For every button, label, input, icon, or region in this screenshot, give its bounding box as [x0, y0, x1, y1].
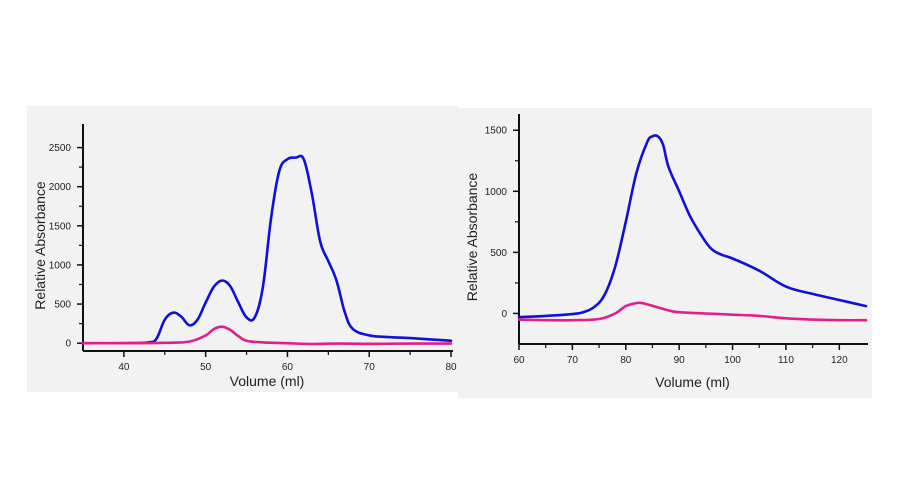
- chart-panel-right: 60 70 80 90 100 110 120 0 500 1000 1500 Volume (ml)…: [458, 108, 872, 398]
- right-x-tick-label: 120: [831, 355, 848, 366]
- right-series-pink-line: [517, 301, 868, 322]
- left-y-tick-label: 0: [65, 339, 71, 350]
- right-x-axis-title: Volume (ml): [655, 374, 730, 390]
- right-y-axis-title: Relative Absorbance: [464, 173, 480, 302]
- chart-right-svg: 60 70 80 90 100 110 120 0 500 1000 1500 Volume (ml)…: [464, 114, 868, 390]
- left-series-blue-line: [81, 154, 453, 345]
- left-x-axis-title: Volume (ml): [230, 373, 305, 389]
- right-series-blue-line: [517, 134, 868, 319]
- left-x-tick-label: 60: [282, 362, 294, 373]
- chart-left-svg: 40 50 60 70 80 0 500 1000 1500 2000 2500 Volume (ml…: [32, 124, 457, 389]
- left-y-axis-title: Relative Absorbance: [32, 181, 48, 310]
- left-y-tick-label: 1000: [49, 260, 72, 271]
- right-x-tick-label: 100: [724, 355, 741, 366]
- right-y-tick-label: 0: [501, 309, 507, 320]
- left-y-tick-label: 2000: [49, 182, 72, 193]
- right-x-tick-label: 70: [567, 355, 579, 366]
- left-x-tick-label: 50: [200, 362, 212, 373]
- left-series-pink-line: [81, 325, 453, 346]
- left-y-tick-label: 500: [54, 300, 71, 311]
- left-x-tick-label: 80: [445, 362, 457, 373]
- right-y-tick-label: 500: [490, 248, 507, 259]
- right-x-tick-label: 110: [778, 355, 794, 366]
- left-y-tick-label: 2500: [49, 143, 72, 154]
- left-x-tick-label: 40: [118, 362, 130, 373]
- left-x-tick-label: 70: [364, 362, 376, 373]
- chart-panel-left: 40 50 60 70 80 0 500 1000 1500 2000 2500 Volume (ml…: [27, 106, 458, 392]
- right-x-tick-label: 60: [513, 355, 525, 366]
- right-y-tick-label: 1000: [485, 187, 508, 198]
- right-y-tick-label: 1500: [485, 126, 508, 137]
- right-x-tick-label: 90: [674, 355, 686, 366]
- left-y-tick-label: 1500: [49, 221, 72, 232]
- right-x-tick-label: 80: [620, 355, 632, 366]
